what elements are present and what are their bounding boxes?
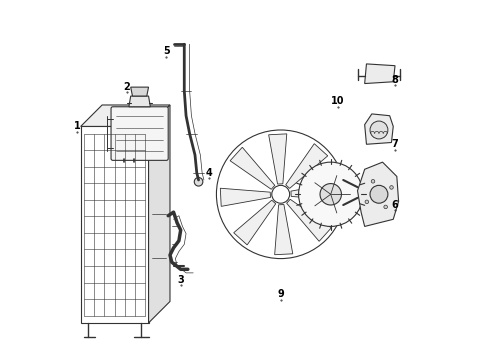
Polygon shape (131, 87, 148, 96)
Text: 3: 3 (177, 275, 184, 285)
Circle shape (298, 162, 363, 226)
Circle shape (370, 185, 388, 203)
Text: 5: 5 (163, 46, 170, 57)
Text: 2: 2 (124, 82, 130, 92)
Polygon shape (286, 144, 328, 188)
Circle shape (370, 121, 388, 139)
Polygon shape (269, 134, 287, 184)
Polygon shape (365, 64, 395, 84)
Circle shape (371, 180, 375, 183)
Polygon shape (148, 105, 170, 323)
Polygon shape (234, 200, 276, 245)
Circle shape (365, 200, 368, 204)
Polygon shape (220, 188, 270, 206)
Text: 10: 10 (331, 96, 344, 107)
Text: 4: 4 (206, 168, 213, 178)
Circle shape (384, 205, 388, 209)
Polygon shape (287, 199, 331, 241)
Text: 6: 6 (392, 200, 398, 210)
Text: 1: 1 (74, 121, 80, 131)
Polygon shape (291, 182, 341, 201)
Circle shape (390, 186, 393, 189)
Polygon shape (275, 204, 293, 255)
Text: 7: 7 (392, 139, 398, 149)
Polygon shape (81, 105, 170, 126)
Text: 9: 9 (277, 289, 284, 299)
FancyBboxPatch shape (111, 107, 168, 160)
Text: 8: 8 (392, 75, 398, 85)
Circle shape (320, 184, 342, 205)
Polygon shape (358, 162, 398, 226)
Circle shape (194, 177, 203, 186)
Polygon shape (129, 96, 150, 107)
Polygon shape (230, 147, 275, 189)
Polygon shape (365, 114, 393, 144)
